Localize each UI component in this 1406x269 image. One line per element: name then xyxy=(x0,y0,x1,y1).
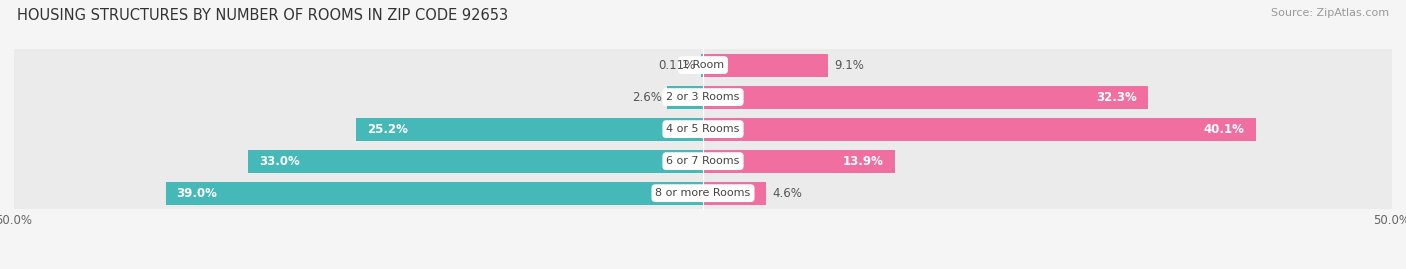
Text: HOUSING STRUCTURES BY NUMBER OF ROOMS IN ZIP CODE 92653: HOUSING STRUCTURES BY NUMBER OF ROOMS IN… xyxy=(17,8,508,23)
Bar xyxy=(702,54,703,77)
Bar xyxy=(14,49,1392,81)
Text: 39.0%: 39.0% xyxy=(177,187,218,200)
Text: 1 Room: 1 Room xyxy=(682,60,724,70)
Text: 0.11%: 0.11% xyxy=(659,59,696,72)
Text: 32.3%: 32.3% xyxy=(1097,91,1137,104)
Bar xyxy=(668,86,703,109)
Text: 25.2%: 25.2% xyxy=(367,123,408,136)
Text: 4 or 5 Rooms: 4 or 5 Rooms xyxy=(666,124,740,134)
Text: 13.9%: 13.9% xyxy=(842,155,883,168)
Bar xyxy=(14,145,1392,177)
Text: 40.1%: 40.1% xyxy=(1204,123,1244,136)
Text: 9.1%: 9.1% xyxy=(834,59,863,72)
Bar xyxy=(356,118,703,141)
Text: 4.6%: 4.6% xyxy=(772,187,801,200)
Text: Source: ZipAtlas.com: Source: ZipAtlas.com xyxy=(1271,8,1389,18)
Text: 33.0%: 33.0% xyxy=(259,155,299,168)
Bar xyxy=(703,118,1256,141)
Bar xyxy=(703,150,894,173)
Text: 2 or 3 Rooms: 2 or 3 Rooms xyxy=(666,92,740,102)
Bar xyxy=(249,150,703,173)
Bar xyxy=(166,182,703,205)
Bar xyxy=(703,182,766,205)
Bar xyxy=(14,113,1392,145)
Text: 8 or more Rooms: 8 or more Rooms xyxy=(655,188,751,198)
Bar xyxy=(703,54,828,77)
Bar xyxy=(14,81,1392,113)
Text: 6 or 7 Rooms: 6 or 7 Rooms xyxy=(666,156,740,166)
Bar xyxy=(14,177,1392,209)
Bar xyxy=(703,86,1149,109)
Text: 2.6%: 2.6% xyxy=(631,91,662,104)
